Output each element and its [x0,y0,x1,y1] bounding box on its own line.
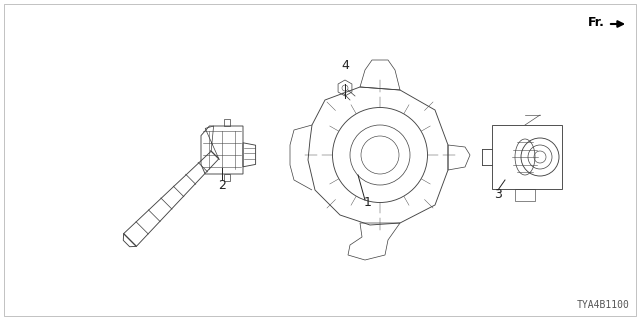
Text: 2: 2 [218,179,226,191]
Text: TYA4B1100: TYA4B1100 [577,300,630,310]
Text: 3: 3 [494,188,502,201]
Text: Fr.: Fr. [588,15,605,28]
Text: 1: 1 [364,196,372,210]
Text: 4: 4 [341,59,349,71]
